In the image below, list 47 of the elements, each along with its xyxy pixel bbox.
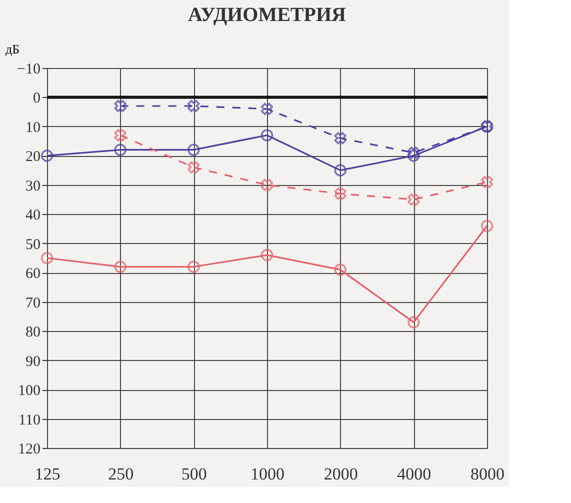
point — [260, 248, 274, 262]
point — [188, 100, 200, 112]
point — [114, 144, 126, 156]
point — [480, 176, 494, 188]
point — [260, 178, 274, 192]
x-tick-label: 125 — [34, 464, 60, 484]
y-axis-title: дБ — [6, 42, 20, 56]
y-tick-label: 120 — [18, 442, 40, 458]
y-tick-label: 0 — [33, 90, 40, 107]
point — [188, 161, 200, 174]
y-tick-label: 60 — [26, 266, 40, 282]
point — [408, 316, 420, 328]
y-tick-label: 90 — [26, 354, 40, 370]
x-tick-label: 2000 — [324, 464, 358, 484]
y-tick-label: 80 — [26, 324, 40, 341]
point — [334, 132, 346, 144]
y-tick-label: 20 — [26, 149, 40, 166]
point — [188, 260, 200, 273]
x-tick-label: 8000 — [470, 464, 504, 484]
y-tick-label: 110 — [18, 412, 40, 428]
point — [480, 220, 494, 232]
y-tick-label: 30 — [26, 178, 40, 194]
point — [114, 129, 126, 142]
x-tick-label: 500 — [181, 464, 207, 484]
y-tick-label: 70 — [26, 295, 40, 312]
x-tick-label: 1000 — [250, 464, 284, 484]
point — [334, 264, 346, 276]
point — [408, 146, 420, 159]
point — [408, 150, 420, 162]
y-tick-label: −10 — [17, 62, 40, 78]
point — [40, 150, 54, 162]
x-tick-label: 250 — [108, 464, 134, 484]
point — [260, 102, 274, 116]
y-tick-label: 40 — [26, 208, 40, 224]
point — [408, 193, 420, 206]
y-tick-label: 10 — [26, 120, 40, 136]
chart-title: АУДИОМЕТРИЯ — [188, 4, 347, 26]
y-tick-label: 50 — [26, 236, 40, 253]
point — [40, 252, 54, 264]
point — [334, 188, 346, 200]
y-tick-label: 100 — [18, 383, 40, 400]
x-tick-label: 4000 — [397, 464, 432, 484]
point — [334, 164, 346, 176]
point — [188, 144, 200, 156]
point — [114, 260, 126, 273]
point — [260, 129, 274, 142]
point — [114, 100, 126, 112]
